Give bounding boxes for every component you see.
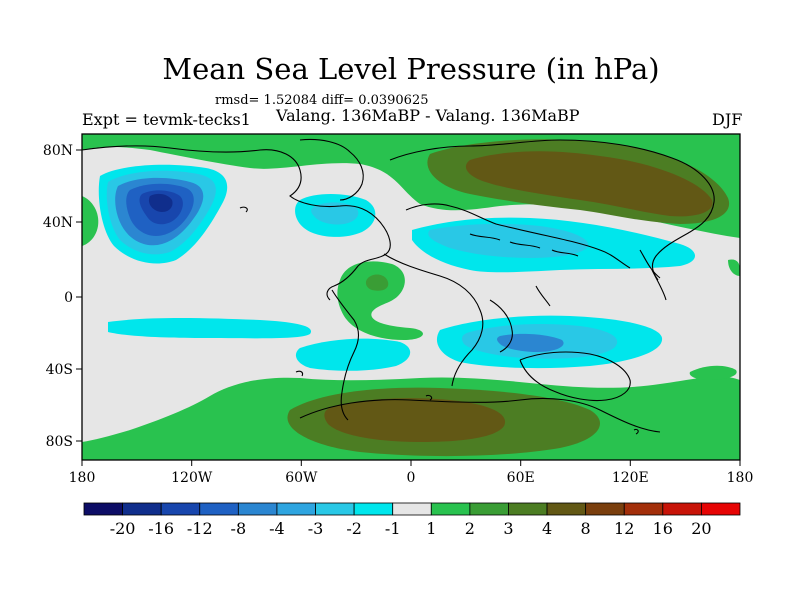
coast-africa bbox=[383, 253, 484, 387]
colorbar-label-8: 1 bbox=[426, 519, 436, 538]
colorbar-labels: -20 -16 -12 -8 -4 -3 -2 -1 1 2 3 4 8 12 16 20 bbox=[110, 519, 712, 538]
colorbar-label-14: 16 bbox=[653, 519, 673, 538]
contour-field bbox=[82, 134, 740, 460]
brown-high-antarctica bbox=[324, 398, 506, 442]
coast-india-madagascar bbox=[489, 299, 513, 353]
coast-tethys-islands bbox=[469, 233, 667, 307]
lon-tick-60w: 60W bbox=[285, 470, 318, 486]
statistics-label: rmsd= 1.52084 diff= 0.0390625 bbox=[215, 93, 429, 108]
lon-tick-120w: 120W bbox=[171, 470, 213, 486]
lat-tick-40s: 40S bbox=[46, 362, 73, 378]
light-blue-low-north-atlantic bbox=[311, 202, 359, 225]
axis-tick-marks bbox=[76, 149, 741, 466]
lat-tick-labels: 80N 40N 0 40S 80S bbox=[43, 143, 73, 450]
coast-eurasia bbox=[389, 139, 715, 281]
core-blue-low-north-pacific bbox=[148, 193, 173, 212]
green-high-south-east bbox=[689, 365, 737, 380]
experiment-label: Expt = tevmk-tecks1 bbox=[82, 110, 251, 129]
colorbar-label-10: 3 bbox=[503, 519, 513, 538]
coast-australia bbox=[519, 351, 631, 402]
light-blue-low-tethys bbox=[428, 223, 589, 258]
colorbar-label-6: -2 bbox=[346, 519, 362, 538]
colorbar-box-16 bbox=[701, 502, 741, 516]
colorbar-label-13: 12 bbox=[614, 519, 634, 538]
colorbar-label-7: -1 bbox=[385, 519, 401, 538]
colorbar-label-15: 20 bbox=[691, 519, 711, 538]
lon-tick-180e: 180 bbox=[727, 470, 754, 486]
colorbar-label-2: -12 bbox=[187, 519, 213, 538]
coast-south-america bbox=[331, 289, 360, 421]
lat-tick-0: 0 bbox=[64, 290, 73, 306]
lon-tick-labels: 180 120W 60W 0 60E 120E 180 bbox=[69, 470, 754, 486]
coast-antarctica bbox=[299, 397, 661, 433]
colorbar bbox=[83, 502, 741, 516]
colorbar-box-5 bbox=[276, 502, 316, 516]
colorbar-label-5: -3 bbox=[308, 519, 324, 538]
colorbar-box-7 bbox=[353, 502, 394, 516]
colorbar-box-15 bbox=[662, 502, 702, 516]
map-title: Mean Sea Level Pressure (in hPa) bbox=[162, 52, 660, 86]
coast-europe-tethys bbox=[405, 203, 631, 269]
colorbar-box-0 bbox=[83, 502, 123, 516]
colorbar-box-8 bbox=[392, 502, 432, 516]
colorbar-box-9 bbox=[430, 502, 471, 516]
green-high-east-edge bbox=[728, 259, 740, 276]
colorbar-label-9: 2 bbox=[465, 519, 475, 538]
colorbar-box-1 bbox=[122, 502, 162, 516]
colorbar-box-4 bbox=[237, 502, 278, 516]
cyan-low-south-pacific bbox=[108, 318, 312, 339]
colorbar-label-12: 8 bbox=[581, 519, 591, 538]
olive-spot-tropics bbox=[365, 274, 389, 291]
colorbar-label-1: -16 bbox=[148, 519, 174, 538]
colorbar-box-12 bbox=[546, 502, 587, 516]
colorbar-label-3: -8 bbox=[231, 519, 247, 538]
colorbar-box-11 bbox=[508, 502, 548, 516]
green-high-tropics bbox=[337, 261, 423, 340]
colorbar-box-13 bbox=[585, 502, 625, 516]
green-high-west-edge bbox=[82, 196, 99, 246]
lat-tick-80n: 80N bbox=[43, 143, 73, 159]
colorbar-box-10 bbox=[469, 502, 509, 516]
coastlines bbox=[82, 138, 715, 435]
colorbar-box-2 bbox=[160, 502, 201, 516]
colorbar-box-3 bbox=[199, 502, 239, 516]
lat-tick-80s: 80S bbox=[46, 434, 73, 450]
lon-tick-60e: 60E bbox=[507, 470, 535, 486]
lon-tick-120e: 120E bbox=[612, 470, 649, 486]
season-label: DJF bbox=[712, 110, 743, 129]
colorbar-box-14 bbox=[623, 502, 664, 516]
coast-north-america bbox=[82, 145, 391, 301]
lon-tick-180w: 180 bbox=[69, 470, 96, 486]
colorbar-label-4: -4 bbox=[269, 519, 285, 538]
colorbar-label-11: 4 bbox=[542, 519, 552, 538]
lat-tick-40n: 40N bbox=[43, 215, 73, 231]
blue-low-south-indian bbox=[497, 333, 564, 352]
colorbar-label-0: -20 bbox=[110, 519, 136, 538]
coast-north-america-east bbox=[299, 138, 364, 201]
lon-tick-0: 0 bbox=[407, 470, 416, 486]
comparison-subtitle: Valang. 136MaBP - Valang. 136MaBP bbox=[276, 106, 580, 125]
colorbar-box-6 bbox=[315, 502, 355, 516]
coast-small-islands bbox=[239, 206, 639, 435]
brown-high-eurasia bbox=[465, 151, 713, 217]
